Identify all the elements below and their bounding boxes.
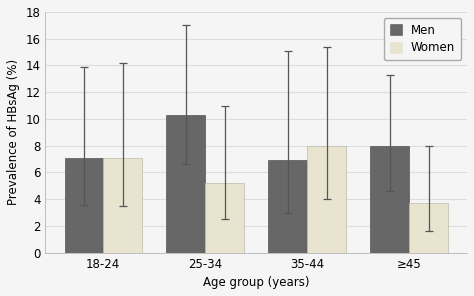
Bar (166, 115, 205, 253)
X-axis label: Age group (years): Age group (years) (203, 276, 310, 289)
Bar (370, 146, 409, 253)
Bar (307, 146, 346, 253)
Legend: Men, Women: Men, Women (384, 18, 461, 60)
Y-axis label: Prevalence of HBsAg (%): Prevalence of HBsAg (%) (7, 59, 20, 205)
Bar (64, 158, 103, 253)
Bar (268, 160, 307, 253)
Bar (409, 203, 448, 253)
Bar (205, 183, 244, 253)
Bar (103, 158, 142, 253)
